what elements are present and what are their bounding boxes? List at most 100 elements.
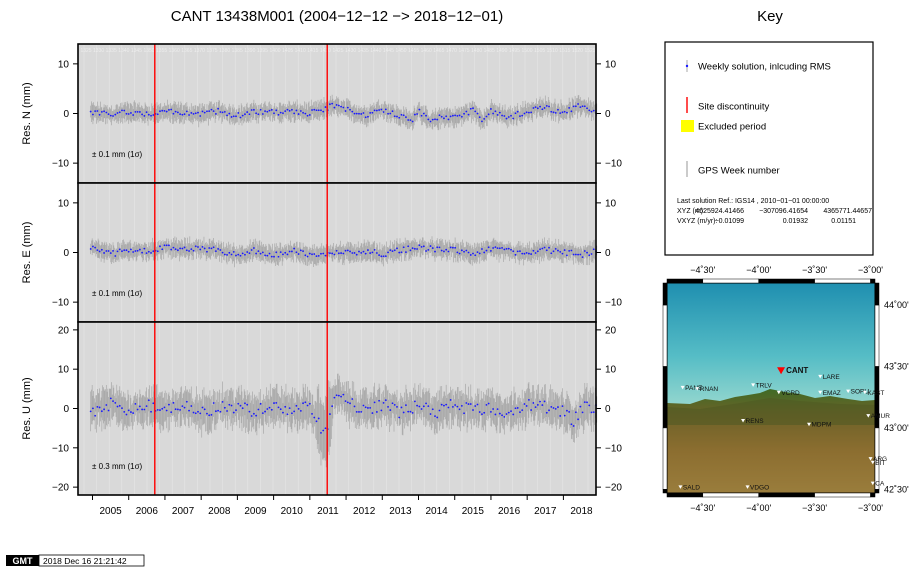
weekly-solution-point [143, 115, 146, 117]
weekly-solution-point [250, 109, 253, 111]
weekly-solution-point [474, 254, 477, 257]
weekly-solution-point [507, 116, 510, 118]
weekly-solution-point [152, 114, 155, 116]
weekly-solution-point [161, 407, 164, 410]
weekly-solution-point [98, 113, 101, 116]
weekly-solution-point [183, 406, 186, 409]
y-tick-label: 0 [63, 109, 69, 120]
weekly-solution-point [337, 104, 340, 107]
weekly-solution-point [118, 404, 121, 407]
weekly-solution-point [223, 406, 226, 409]
weekly-solution-point [244, 253, 246, 256]
weekly-solution-point [176, 408, 179, 411]
weekly-solution-point [375, 411, 378, 413]
weekly-solution-point [118, 111, 121, 114]
weekly-solution-point [523, 252, 526, 255]
weekly-solution-point [315, 255, 318, 257]
weekly-solution-point [476, 251, 479, 254]
weekly-solution-point [235, 115, 237, 118]
weekly-solution-point [92, 113, 94, 116]
weekly-solution-point [168, 403, 170, 406]
key-item-label: Site discontinuity [698, 102, 770, 113]
weekly-solution-point [161, 109, 164, 112]
weekly-solution-point [507, 411, 510, 414]
y-tick-label: −10 [605, 298, 622, 309]
station-bit: BIT [870, 460, 885, 467]
weekly-solution-point [275, 401, 278, 404]
weekly-solution-point [566, 254, 568, 257]
weekly-solution-point [425, 402, 427, 405]
gmt-logo-text: GMT [13, 556, 33, 566]
weekly-solution-point [485, 249, 488, 252]
weekly-solution-point [409, 249, 412, 252]
weekly-solution-point [163, 109, 166, 112]
weekly-solution-point [266, 254, 269, 257]
weekly-solution-point [145, 405, 148, 407]
map-frame-segment [874, 304, 880, 367]
weekly-solution-point [590, 110, 593, 113]
weekly-solution-point [284, 110, 287, 112]
weekly-solution-point [112, 115, 114, 117]
weekly-solution-point [458, 114, 461, 117]
x-year-label: 2006 [136, 506, 159, 517]
y-ticks-east: 10 10 0 0 −10 −10 [52, 198, 622, 308]
weekly-solution-point [398, 416, 401, 419]
weekly-solution-point [369, 252, 372, 254]
gps-week-label: 1520 [572, 48, 583, 54]
weekly-solution-point [498, 111, 501, 114]
map-lon-label-bottom: −3˚30' [802, 503, 827, 513]
y-tick-label: 20 [605, 325, 617, 336]
weekly-solution-point [114, 255, 117, 257]
weekly-solution-point [98, 406, 101, 409]
weekly-solution-point [351, 398, 354, 400]
weekly-solution-point [391, 250, 394, 253]
weekly-solution-point [498, 412, 501, 415]
weekly-solution-point [371, 111, 374, 114]
weekly-solution-point [539, 400, 541, 403]
weekly-solution-point [545, 411, 548, 414]
weekly-solution-point [481, 248, 483, 250]
weekly-solution-point [174, 110, 177, 113]
weekly-solution-point [534, 406, 537, 409]
weekly-solution-point [467, 251, 470, 254]
weekly-solution-point [590, 411, 593, 414]
weekly-solution-point [306, 255, 309, 258]
weekly-solution-point [136, 249, 139, 252]
weekly-solution-point [337, 252, 340, 255]
gps-week-labels: 1325 1330 1335 1340 1345 1350 1355 1360 1365 1370… [80, 48, 595, 54]
gps-week-label: 1510 [547, 48, 558, 54]
weekly-solution-point [431, 408, 434, 411]
weekly-solution-point [165, 409, 168, 412]
weekly-solution-point [299, 110, 302, 112]
weekly-solution-point [371, 412, 374, 414]
weekly-solution-point [335, 249, 338, 252]
weekly-solution-point [384, 108, 387, 111]
gps-week-label: 1425 [332, 48, 343, 54]
weekly-solution-point [170, 108, 173, 111]
weekly-solution-point [572, 425, 575, 427]
weekly-solution-point [429, 245, 432, 247]
weekly-solution-point [402, 246, 405, 249]
weekly-solution-point [590, 253, 593, 255]
weekly-solution-point [284, 251, 287, 254]
weekly-solution-point [440, 249, 443, 252]
x-year-label: 2015 [462, 506, 485, 517]
map-frame-segment [702, 278, 759, 284]
weekly-solution-point [349, 250, 351, 253]
weekly-solution-point [536, 250, 539, 253]
weekly-solution-point [320, 252, 322, 255]
weekly-solution-point [451, 246, 454, 249]
weekly-solution-point [465, 110, 468, 113]
weekly-solution-point [568, 107, 571, 109]
weekly-solution-point [583, 401, 586, 404]
key-xyz-x: 4625924.41466 [695, 208, 744, 215]
y-tick-label: 10 [605, 198, 617, 209]
station-label: CANT [786, 366, 808, 375]
discontinuities [154, 44, 328, 183]
weekly-solution-point [235, 409, 237, 412]
weekly-solution-point [574, 253, 577, 256]
key-vxyz-x: −0.01099 [715, 218, 744, 225]
map-frame-segment [874, 489, 880, 494]
weekly-solution-point [237, 253, 240, 256]
station-marker [866, 414, 871, 418]
